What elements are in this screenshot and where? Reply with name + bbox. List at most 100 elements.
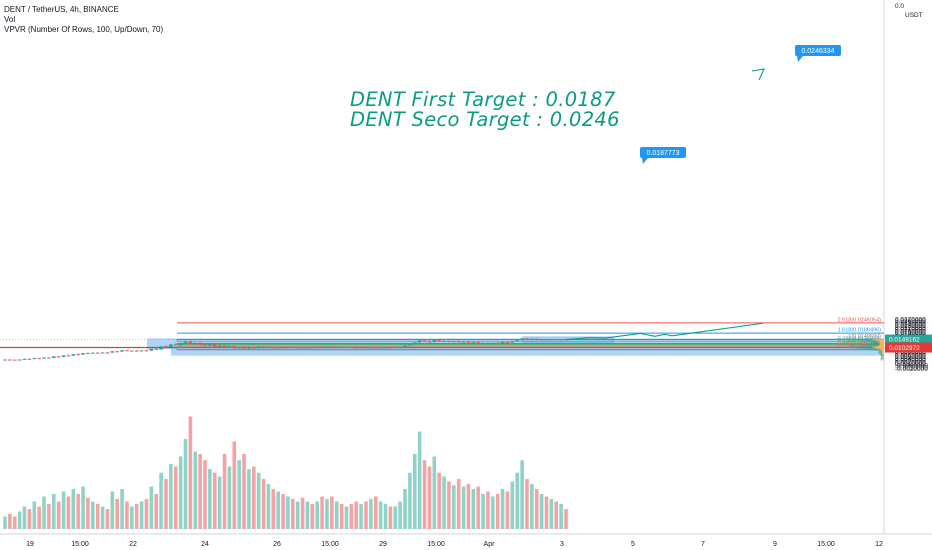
candle-body (354, 347, 359, 349)
volume-bar (134, 504, 139, 529)
vpvr-bar-up (868, 345, 878, 348)
candle-body (564, 339, 568, 341)
volume-bar (183, 439, 188, 529)
vpvr-bar-up (854, 338, 872, 341)
volume-bar (505, 491, 510, 529)
volume-bar (344, 506, 349, 529)
candle-body (281, 347, 285, 349)
vpvr-bar-up (870, 348, 879, 351)
time-tick-label: 24 (201, 541, 209, 548)
time-tick-label: 12 (875, 541, 883, 548)
time-tick-label: 19 (26, 541, 34, 548)
vpvr-bar-up (881, 356, 883, 360)
candle-body (130, 350, 134, 352)
vpvr-bar-up (881, 354, 883, 358)
volume-bar (515, 472, 520, 529)
volume-bar (481, 494, 485, 529)
candle-body (212, 344, 217, 347)
volume-bar (222, 454, 227, 529)
volume-bar (364, 501, 368, 529)
volume-bar (212, 472, 217, 529)
target-label-pointer (642, 158, 648, 164)
target-label-first: 0.0187773 (640, 147, 686, 164)
candle-body (408, 344, 412, 346)
candle-body (471, 342, 476, 344)
candle-body (12, 359, 17, 361)
volume-bar (95, 504, 100, 529)
fib-level-label: 0.382(0.0113581) (838, 340, 881, 346)
volume-bar (549, 499, 554, 529)
candle-body (256, 346, 261, 349)
volume-bar (120, 489, 124, 529)
symbol-info: DENT / TetherUS, 4h, BINANCE (4, 5, 119, 14)
candle-body (47, 357, 51, 359)
candle-body (115, 351, 119, 353)
volume-bar (349, 504, 354, 529)
candle-body (66, 355, 71, 357)
price-tick-label: -0.0010000 (895, 364, 928, 371)
vpvr-bar-up (874, 341, 880, 344)
candle-body (364, 347, 368, 349)
volume-bar (486, 491, 490, 529)
fib-level-label: 0.5(0.0119951) (844, 339, 881, 345)
candle-body (232, 345, 237, 349)
time-tick-label: Apr (484, 541, 496, 548)
price-tick-label: 0.0210000 (895, 327, 926, 334)
time-tick-label: 5 (631, 541, 635, 548)
volume-bar (408, 472, 412, 529)
candle-body (515, 340, 520, 342)
price-tick-label: 0.0020000 (895, 359, 926, 366)
candle-body (164, 346, 168, 348)
volume-bar (154, 494, 159, 529)
volume-bar (251, 466, 256, 529)
volume-bar (491, 496, 495, 529)
volume-bar (398, 501, 402, 529)
price-tick-label: 0.0220000 (895, 325, 926, 332)
vpvr-bar-up (872, 344, 880, 347)
support-zone (171, 344, 884, 356)
candle-body (91, 352, 95, 354)
time-tick-label: 7 (701, 541, 705, 548)
volume-bar (534, 489, 539, 529)
volume-bar (466, 484, 471, 529)
time-tick-label: 29 (379, 541, 387, 548)
candle-body (159, 346, 163, 350)
candle-body (237, 346, 241, 349)
candle-body (505, 341, 510, 343)
candle-body (56, 356, 61, 358)
candle-body (261, 346, 266, 349)
candle-body (452, 341, 456, 343)
vpvr-bar-up (880, 353, 883, 356)
volume-bar (22, 506, 27, 529)
volume-bar (12, 516, 17, 529)
volume-bar (520, 460, 524, 529)
fib-level-label: 0(0.0090117) (849, 344, 881, 350)
vpvr-bar-up (880, 358, 883, 361)
candle-body (149, 348, 154, 351)
volume-bar (320, 496, 324, 529)
fib-level-label: 0.618(0.0126330) (838, 338, 882, 344)
candle-body (393, 347, 398, 349)
volume-bar (383, 504, 388, 529)
candle-body (42, 357, 46, 359)
volume-bar (91, 501, 95, 529)
candle-body (378, 347, 383, 349)
candle-body (100, 352, 105, 354)
candle-body (476, 342, 480, 344)
fib-level-label: 0.236(0.0106188) (838, 341, 882, 347)
candle-body (359, 347, 363, 349)
volume-bar (266, 484, 271, 529)
time-tick-label: 15:00 (321, 541, 339, 548)
volume-bar (305, 501, 310, 529)
vpvr-bar-up (862, 345, 876, 349)
volume-bar (461, 486, 466, 529)
price-tick-label: -0.0000000 (895, 363, 928, 370)
volume-bar (334, 501, 339, 529)
volume-bar (227, 466, 232, 529)
volume-bar (325, 499, 329, 529)
price-tick-label: 0.0200000 (895, 328, 926, 335)
vpvr-bar-up (864, 347, 876, 350)
volume-bar (188, 416, 193, 529)
volume-bar (193, 451, 198, 529)
